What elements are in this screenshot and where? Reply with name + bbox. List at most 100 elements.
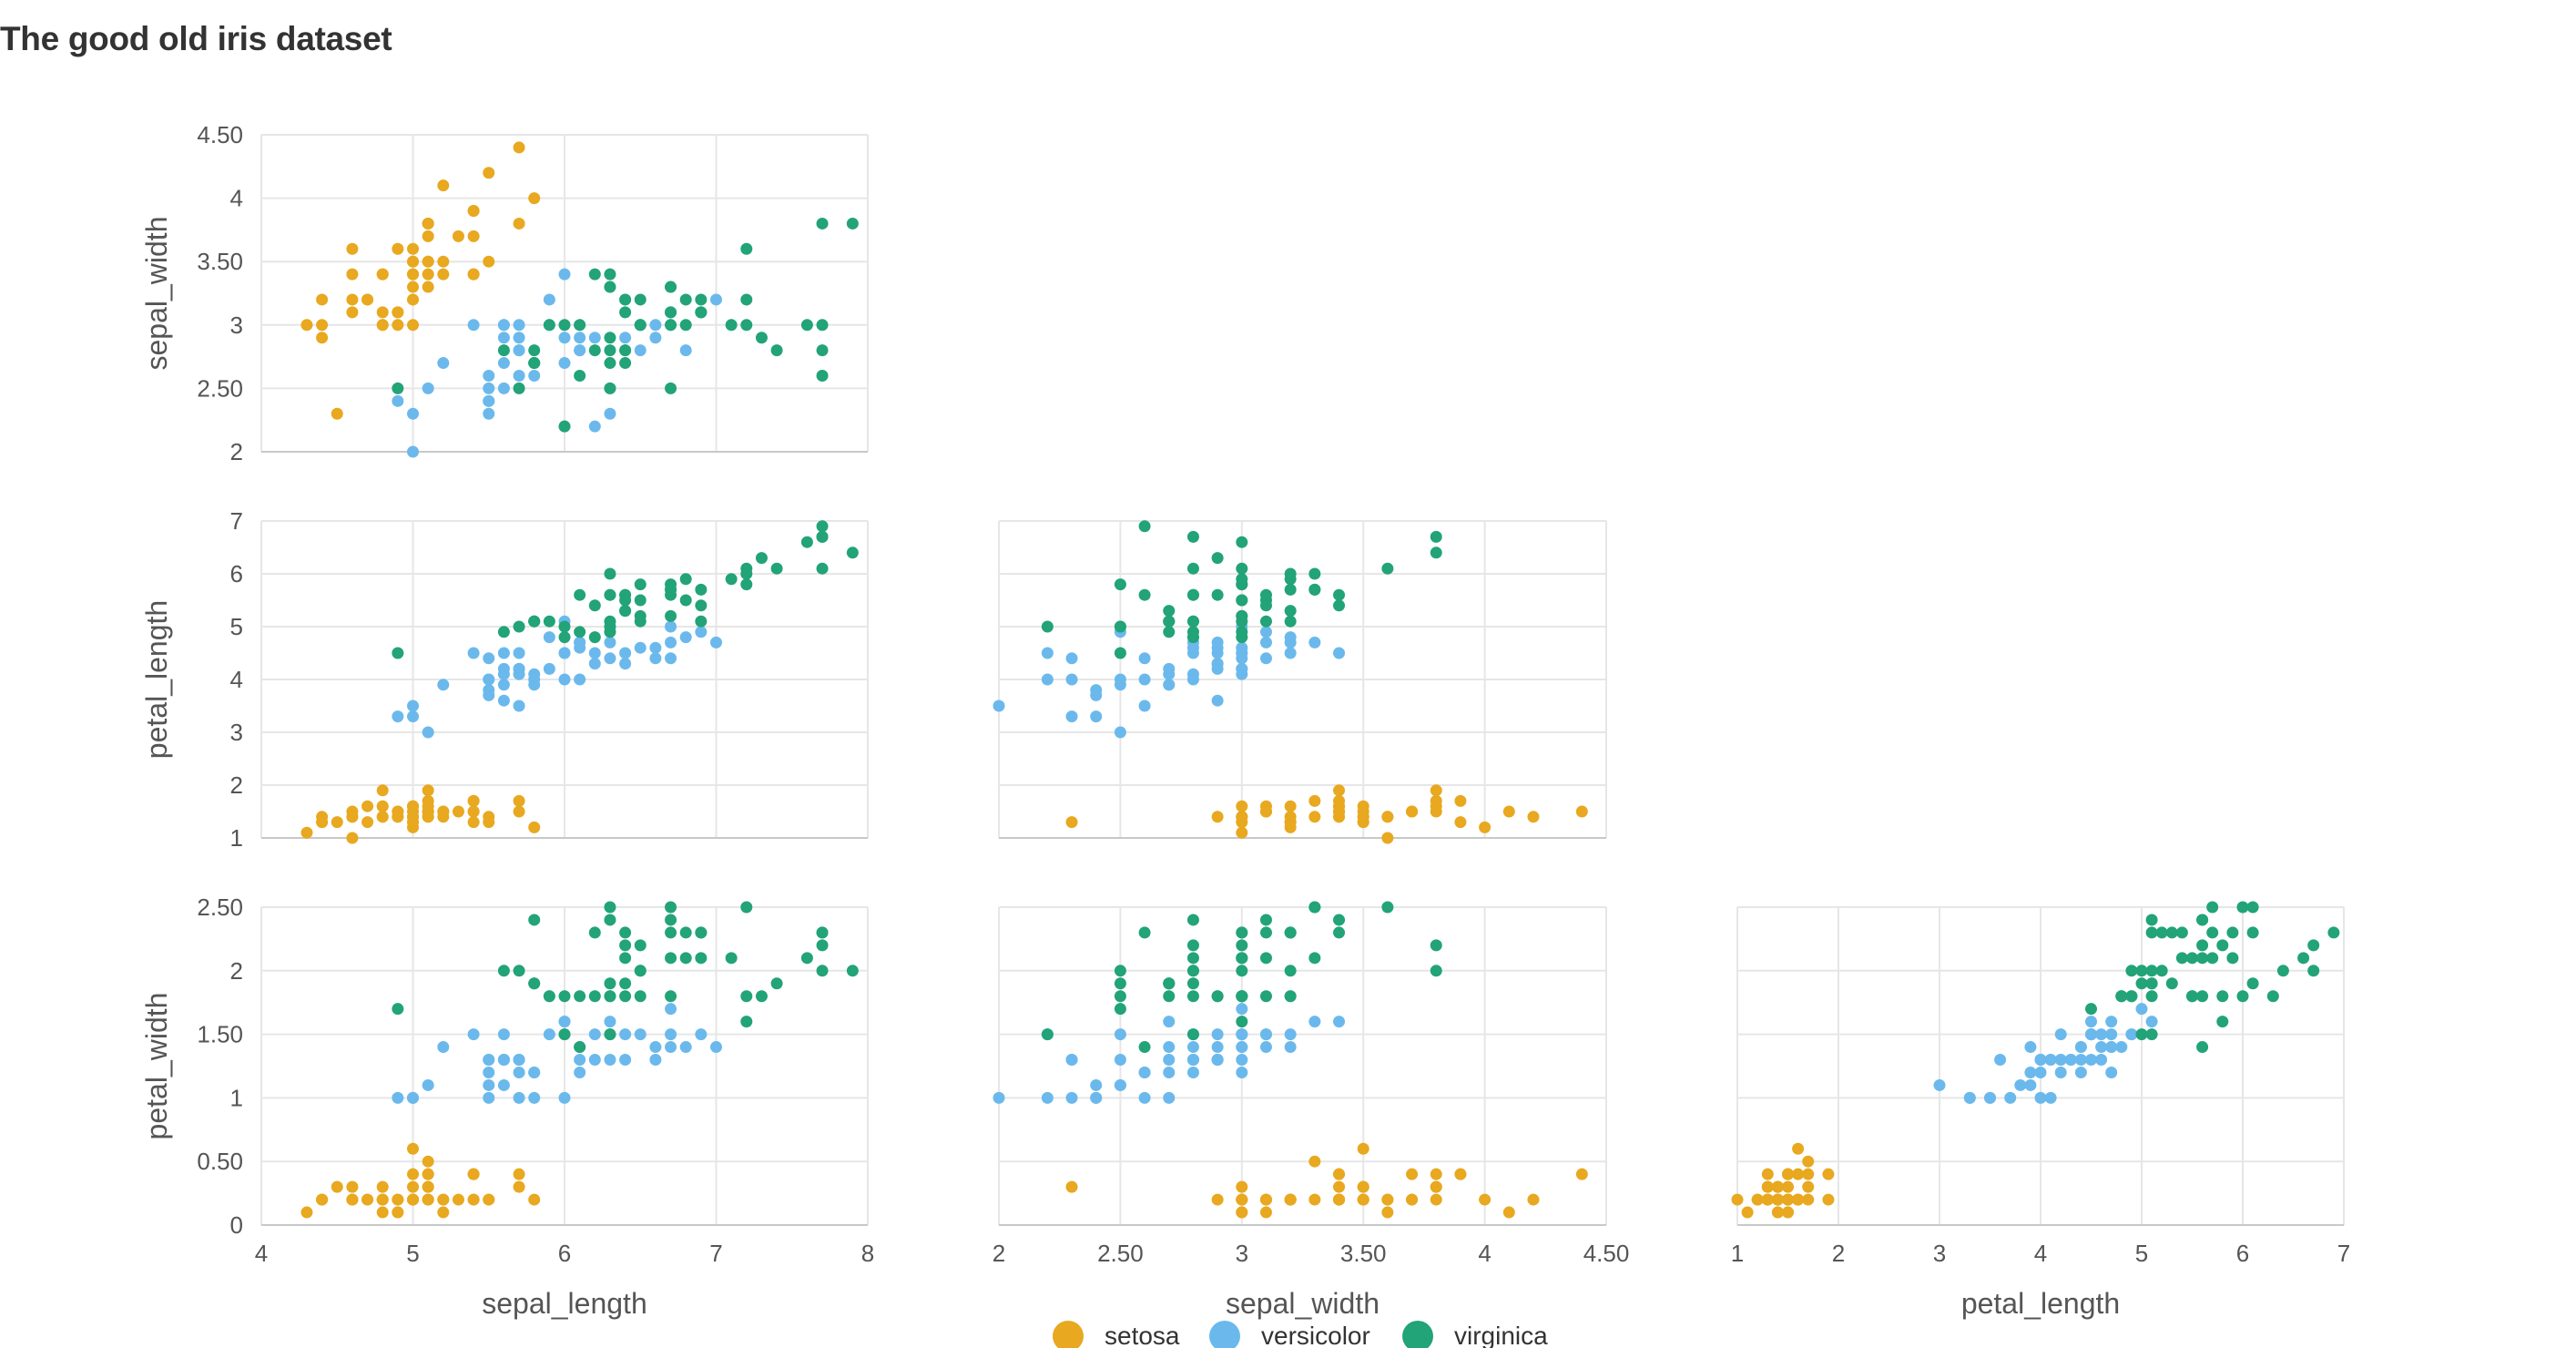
data-point-virginica (770, 977, 783, 990)
data-point-versicolor (513, 369, 525, 382)
data-point-versicolor (422, 1078, 434, 1091)
data-point-versicolor (497, 332, 510, 344)
x-tick-label: 2 (1832, 1240, 1845, 1267)
data-point-versicolor (1236, 662, 1248, 675)
data-point-setosa (1284, 800, 1297, 812)
data-point-versicolor (710, 1041, 722, 1054)
data-point-setosa (1479, 1193, 1492, 1206)
data-point-virginica (1236, 990, 1248, 1003)
data-point-versicolor (588, 332, 601, 344)
data-point-setosa (407, 1168, 419, 1180)
data-point-setosa (376, 800, 389, 812)
data-point-setosa (331, 1180, 343, 1193)
legend-item-setosa: setosa (1053, 1321, 1180, 1348)
data-point-setosa (1731, 1193, 1744, 1206)
y-tick-label: 2 (230, 957, 243, 985)
data-point-virginica (543, 615, 555, 628)
y-tick-label: 0 (230, 1211, 243, 1239)
data-point-versicolor (1163, 1041, 1176, 1054)
data-point-virginica (1259, 615, 1272, 628)
data-point-virginica (2155, 926, 2168, 939)
data-point-setosa (483, 816, 495, 829)
data-point-versicolor (497, 679, 510, 691)
data-point-virginica (1114, 620, 1126, 633)
data-point-virginica (619, 977, 632, 990)
data-point-versicolor (1114, 726, 1126, 739)
data-point-versicolor (665, 1003, 677, 1016)
data-point-virginica (558, 1028, 571, 1041)
points (993, 520, 1588, 844)
data-point-versicolor (528, 1091, 541, 1104)
data-point-virginica (1284, 926, 1297, 939)
data-point-setosa (1822, 1193, 1835, 1206)
data-point-versicolor (1065, 710, 1078, 723)
data-point-setosa (346, 268, 359, 281)
data-point-virginica (604, 914, 616, 926)
data-point-versicolor (1186, 668, 1199, 680)
data-point-virginica (1186, 965, 1199, 977)
data-point-versicolor (1186, 1066, 1199, 1078)
legend-marker (1053, 1321, 1084, 1348)
data-point-versicolor (407, 1091, 419, 1104)
data-point-versicolor (1138, 652, 1151, 665)
data-point-versicolor (695, 626, 708, 638)
data-point-versicolor (422, 382, 434, 394)
data-point-virginica (2135, 1028, 2148, 1041)
data-point-versicolor (392, 710, 404, 723)
data-point-setosa (1792, 1142, 1805, 1155)
data-point-virginica (604, 281, 616, 293)
data-point-setosa (300, 826, 313, 839)
data-point-virginica (619, 344, 632, 357)
data-point-setosa (376, 811, 389, 823)
data-point-virginica (695, 583, 708, 596)
data-point-setosa (346, 832, 359, 844)
data-point-setosa (422, 1155, 434, 1168)
data-point-virginica (816, 926, 829, 939)
data-point-versicolor (543, 631, 555, 644)
data-point-virginica (574, 319, 586, 332)
data-point-virginica (1114, 578, 1126, 591)
data-point-virginica (2297, 952, 2310, 965)
data-point-virginica (2216, 939, 2229, 952)
data-point-virginica (665, 990, 677, 1003)
data-point-virginica (816, 939, 829, 952)
data-point-virginica (619, 605, 632, 618)
data-point-virginica (2246, 926, 2259, 939)
data-point-virginica (665, 901, 677, 914)
y-tick-label: 5 (230, 613, 243, 640)
data-point-versicolor (528, 369, 541, 382)
data-point-versicolor (513, 1066, 525, 1078)
data-point-virginica (816, 217, 829, 230)
data-point-versicolor (679, 1041, 692, 1054)
data-point-virginica (725, 952, 738, 965)
y-axis-title: sepal_width (140, 217, 173, 371)
data-point-virginica (2145, 977, 2158, 990)
data-point-virginica (619, 939, 632, 952)
data-point-setosa (1479, 821, 1492, 833)
data-point-setosa (316, 319, 329, 332)
data-point-setosa (1357, 800, 1369, 812)
data-point-virginica (634, 578, 647, 591)
data-point-versicolor (497, 662, 510, 675)
data-point-setosa (1761, 1180, 1774, 1193)
data-point-versicolor (1065, 673, 1078, 686)
data-point-virginica (2175, 952, 2188, 965)
data-point-virginica (2145, 1028, 2158, 1041)
data-point-setosa (1454, 1168, 1467, 1180)
data-point-setosa (452, 805, 464, 818)
x-tick-label: 3 (1236, 1240, 1248, 1267)
data-point-versicolor (588, 420, 601, 433)
panel-petal_length-vs-sepal_width (993, 520, 1607, 844)
data-point-virginica (816, 562, 829, 575)
data-point-virginica (1163, 626, 1176, 638)
data-point-versicolor (665, 1041, 677, 1054)
data-point-virginica (497, 626, 510, 638)
data-point-versicolor (649, 319, 662, 332)
data-point-virginica (528, 344, 541, 357)
data-point-setosa (300, 1206, 313, 1219)
data-point-setosa (1211, 1193, 1224, 1206)
data-point-setosa (1782, 1206, 1794, 1219)
data-point-virginica (1236, 952, 1248, 965)
data-point-versicolor (1090, 1078, 1103, 1091)
data-point-versicolor (407, 445, 419, 458)
